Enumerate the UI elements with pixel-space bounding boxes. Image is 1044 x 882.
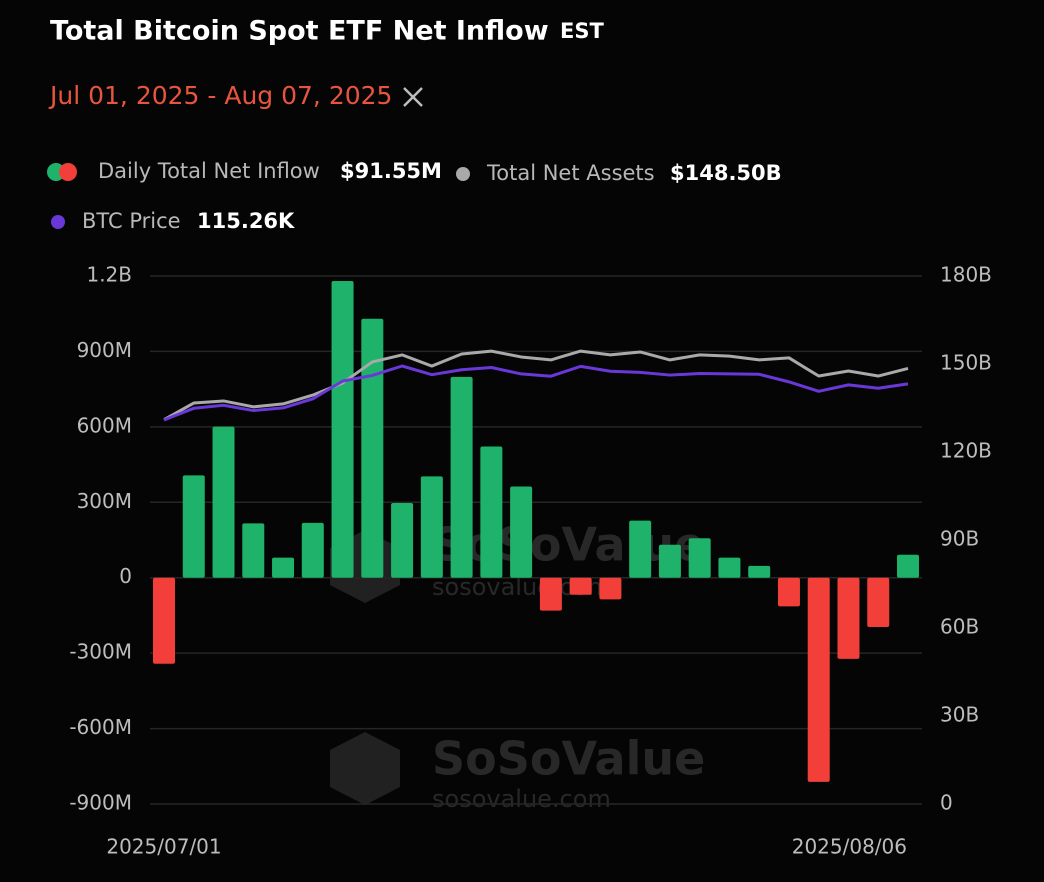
bar [897, 554, 919, 578]
bar [361, 318, 384, 578]
bar [301, 522, 324, 578]
line [163, 349, 909, 422]
y-tick-label: -300M [69, 640, 132, 664]
watermark-url: sosovalue.com [432, 785, 611, 813]
legend-value: $148.50B [670, 161, 782, 185]
legend-value: $91.55M [340, 159, 442, 183]
bar [242, 523, 265, 578]
x-tick-label: 2025/07/01 [106, 835, 221, 859]
chart-title: Total Bitcoin Spot ETF Net Inflow [50, 16, 549, 47]
bar [153, 577, 175, 664]
y-tick-label: 900M [77, 338, 132, 362]
y-tick-label: 1.2B [86, 263, 132, 287]
y2-tick-label: 60B [940, 615, 979, 639]
y2-tick-label: 120B [940, 439, 992, 463]
bar [629, 520, 652, 578]
legend-label: Daily Total Net Inflow [98, 159, 320, 183]
timezone: EST [560, 19, 604, 43]
bar [539, 577, 562, 611]
bar [599, 577, 622, 600]
bar [807, 577, 830, 782]
clear-button[interactable] [403, 87, 423, 107]
bar [748, 565, 771, 578]
bar [837, 577, 860, 659]
bar [510, 486, 533, 578]
bar [391, 503, 414, 578]
y-tick-label: -600M [69, 715, 132, 739]
y-tick-label: 300M [77, 489, 132, 513]
watermark-brand: SoSoValue [432, 732, 705, 786]
legend-label: BTC Price [82, 209, 181, 233]
bar [777, 577, 800, 607]
bar [420, 476, 443, 578]
legend-value: 115.26K [197, 209, 295, 233]
y2-tick-label: 0 [940, 791, 953, 815]
bar [718, 557, 741, 578]
y-tick-label: 0 [119, 564, 132, 588]
x-tick-label: 2025/08/06 [792, 835, 907, 859]
legend-swatch [59, 163, 77, 181]
bar [569, 577, 592, 595]
bar [867, 577, 890, 627]
bar [212, 426, 235, 578]
bar [331, 281, 354, 578]
line [163, 364, 909, 422]
y2-tick-label: 30B [940, 703, 979, 727]
bar [480, 446, 503, 578]
legend-swatch [456, 167, 470, 181]
y-tick-label: -900M [69, 791, 132, 815]
date-range: Jul 01, 2025 - Aug 07, 2025 [48, 81, 392, 110]
bar [450, 376, 473, 578]
y2-tick-label: 180B [940, 263, 992, 287]
bar [182, 475, 205, 578]
y-tick-label: 600M [77, 413, 132, 437]
bar [272, 557, 295, 578]
y2-tick-label: 150B [940, 351, 992, 375]
legend-label: Total Net Assets [486, 161, 655, 185]
y2-tick-label: 90B [940, 527, 979, 551]
legend-swatch [51, 215, 65, 229]
bar [658, 544, 681, 578]
bar [688, 538, 711, 578]
